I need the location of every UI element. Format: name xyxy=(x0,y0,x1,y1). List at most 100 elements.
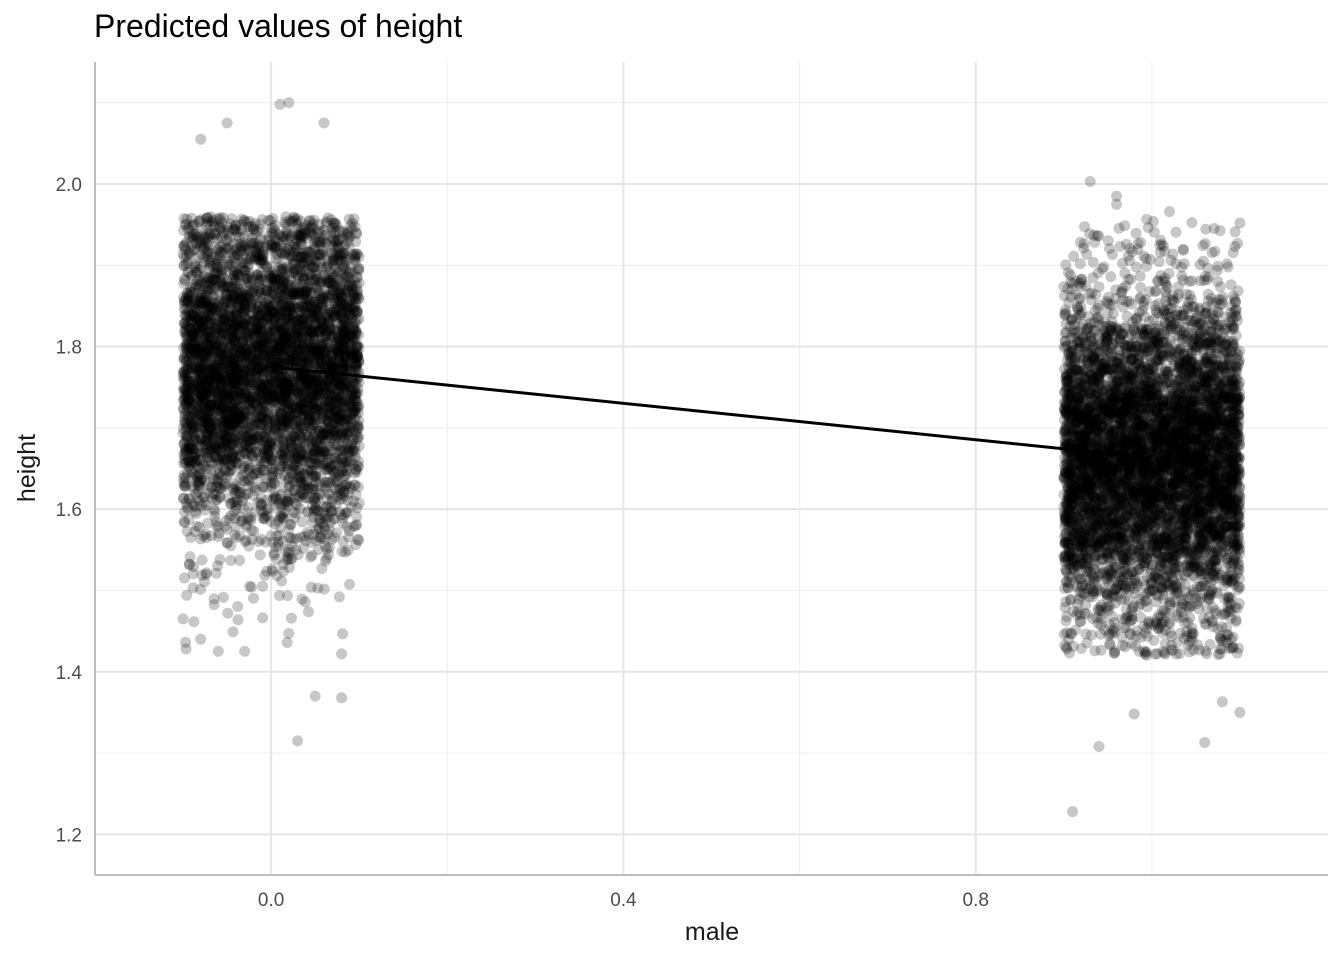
data-point xyxy=(228,325,240,337)
data-point xyxy=(306,390,318,402)
data-point xyxy=(211,387,222,399)
data-point xyxy=(324,377,336,389)
data-point xyxy=(248,220,260,232)
data-point xyxy=(340,325,352,337)
data-point xyxy=(334,336,346,348)
data-point xyxy=(185,383,197,395)
data-point xyxy=(223,314,235,326)
data-point xyxy=(278,442,290,454)
data-point xyxy=(284,494,296,505)
data-point xyxy=(188,616,200,628)
data-point xyxy=(352,460,364,472)
data-point xyxy=(263,214,274,226)
data-point xyxy=(334,378,346,389)
data-point xyxy=(180,308,192,320)
data-point xyxy=(349,221,361,233)
data-point xyxy=(285,532,297,544)
data-point xyxy=(244,355,256,366)
data-point xyxy=(181,310,193,322)
data-point xyxy=(267,229,279,241)
chart-title: Predicted values of height xyxy=(94,8,463,44)
data-point xyxy=(186,331,198,343)
data-point xyxy=(341,408,352,420)
data-point xyxy=(310,265,322,277)
data-point xyxy=(256,410,268,422)
data-point xyxy=(213,468,225,480)
data-point xyxy=(235,486,247,498)
data-point xyxy=(287,411,299,422)
data-point xyxy=(279,283,291,295)
data-point xyxy=(207,259,219,271)
data-point xyxy=(179,435,191,447)
data-point xyxy=(265,389,277,401)
data-point xyxy=(345,455,357,467)
data-point xyxy=(188,337,199,349)
data-point xyxy=(190,348,202,360)
data-point xyxy=(328,513,340,525)
data-point xyxy=(219,293,231,305)
data-point xyxy=(235,286,247,298)
data-point xyxy=(197,403,209,415)
data-point xyxy=(205,421,217,433)
data-point xyxy=(257,292,269,304)
data-point xyxy=(309,453,320,465)
data-point xyxy=(266,227,278,238)
data-point xyxy=(194,468,206,480)
data-point xyxy=(343,359,355,371)
data-point xyxy=(184,392,196,404)
data-point xyxy=(323,342,335,354)
data-point xyxy=(234,319,246,331)
data-point xyxy=(230,355,242,367)
data-point xyxy=(278,375,290,387)
data-point xyxy=(278,294,290,306)
data-point xyxy=(183,558,195,570)
data-point xyxy=(344,578,355,590)
data-point xyxy=(225,363,237,375)
data-point xyxy=(185,286,197,298)
data-point xyxy=(280,218,292,230)
data-point xyxy=(315,293,327,305)
data-point xyxy=(238,412,250,424)
data-point xyxy=(330,391,342,403)
data-point xyxy=(255,533,267,545)
data-point xyxy=(331,292,343,304)
data-point xyxy=(317,344,329,356)
data-point xyxy=(257,612,269,624)
data-point xyxy=(255,441,267,453)
data-point xyxy=(228,412,240,424)
data-point xyxy=(329,433,341,445)
data-point xyxy=(192,454,204,466)
data-point xyxy=(233,292,245,304)
data-point xyxy=(281,345,293,357)
data-point xyxy=(219,480,231,492)
data-point xyxy=(286,540,298,552)
data-point xyxy=(224,404,236,416)
data-point xyxy=(186,443,198,455)
data-point xyxy=(338,329,350,341)
data-point xyxy=(339,469,351,481)
data-point xyxy=(336,307,348,319)
data-point xyxy=(262,433,273,445)
data-point xyxy=(212,395,224,407)
data-point xyxy=(323,549,334,561)
data-point xyxy=(265,364,277,376)
data-point xyxy=(178,291,190,303)
data-point xyxy=(244,381,256,393)
data-point xyxy=(257,580,269,592)
data-point xyxy=(330,476,342,488)
data-point xyxy=(284,519,296,531)
data-point xyxy=(307,327,319,338)
data-point xyxy=(353,440,365,452)
data-point xyxy=(283,472,295,484)
data-point xyxy=(227,438,239,450)
data-point xyxy=(216,481,228,493)
data-point xyxy=(269,405,281,417)
data-point xyxy=(292,320,304,332)
data-point xyxy=(297,422,309,434)
data-point xyxy=(278,349,290,361)
data-point xyxy=(315,373,327,385)
data-point xyxy=(298,357,310,369)
data-point xyxy=(179,391,191,403)
data-point xyxy=(240,277,252,289)
